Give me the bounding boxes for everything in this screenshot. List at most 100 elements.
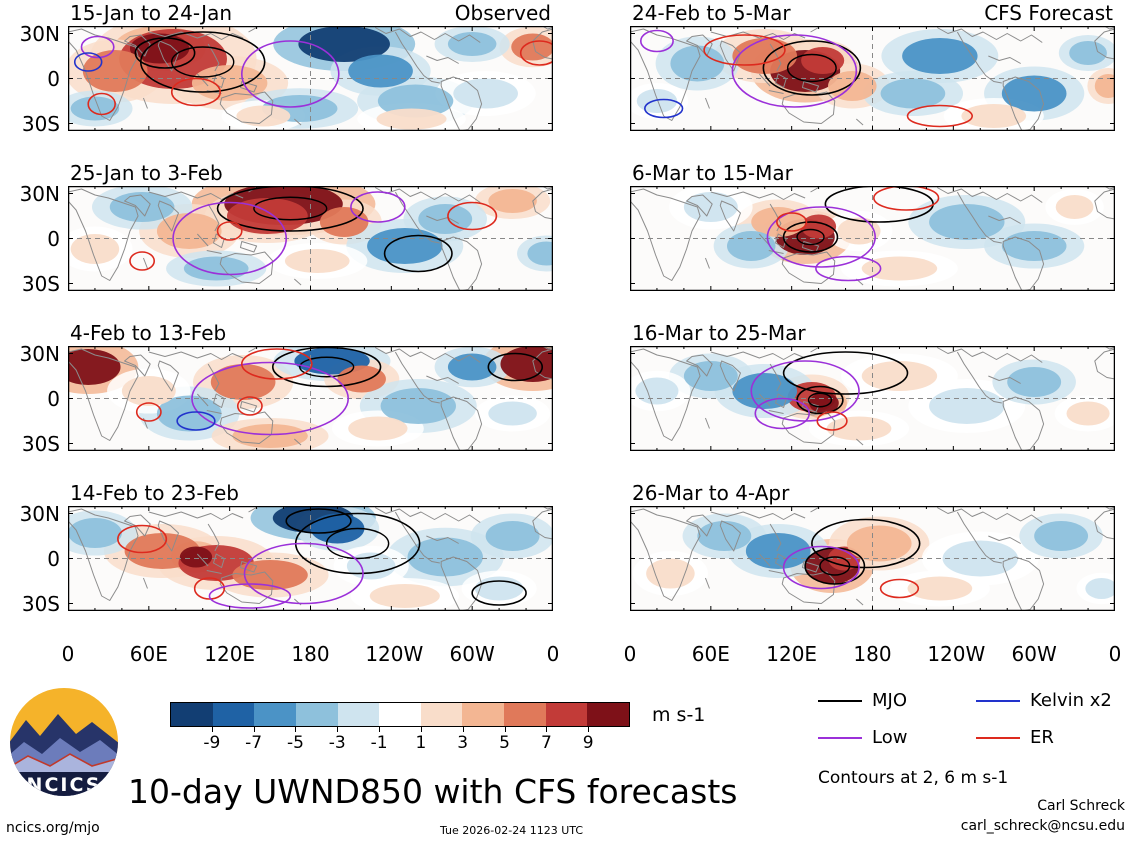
lon-tick-label: 120E bbox=[766, 642, 818, 666]
lat-tick-label: 0 bbox=[47, 66, 60, 91]
panel-date-range: 25-Jan to 3-Feb bbox=[70, 161, 223, 185]
lat-tick-label: 0 bbox=[47, 386, 60, 411]
lon-axis-labels: 0 60E 120E 180 120W 60W 0 bbox=[62, 640, 560, 674]
panel-title-row: 16-Mar to 25-Mar bbox=[630, 320, 1115, 346]
panel-title-row: 14-Feb to 23-Feb bbox=[68, 480, 553, 506]
colorbar-tick-label: 7 bbox=[540, 733, 552, 753]
contour-note: Contours at 2, 6 m s-1 bbox=[818, 768, 1009, 788]
colorbar-tick bbox=[546, 727, 548, 732]
map-panel: 4-Feb to 13-Feb 30N 0 30S bbox=[20, 320, 553, 456]
map-plot bbox=[630, 186, 1115, 291]
colorbar-tick-label: 5 bbox=[499, 733, 510, 753]
observed-column: 15-Jan to 24-Jan Observed 30N 0 30S 25-Jan to… bbox=[20, 0, 560, 674]
panel-title-row: 25-Jan to 3-Feb bbox=[68, 160, 553, 186]
colorbar-tick bbox=[588, 727, 590, 732]
map-plot bbox=[630, 26, 1115, 131]
lon-tick-label: 0 bbox=[61, 642, 75, 666]
legend-line-swatch bbox=[976, 699, 1020, 702]
map-panel: 25-Jan to 3-Feb 30N 0 30S bbox=[20, 160, 553, 296]
contour-legend: MJO Kelvin x2 Low ER bbox=[818, 690, 1126, 748]
lon-tick-label: 60E bbox=[691, 642, 730, 666]
lat-tick-label: 30S bbox=[21, 111, 60, 136]
colorbar-tick-label: 1 bbox=[415, 733, 427, 753]
lat-tick-label: 30N bbox=[19, 341, 60, 366]
colorbar-segments bbox=[170, 702, 630, 727]
colorbar-tick-label: -5 bbox=[286, 733, 304, 753]
lat-tick-label: 30S bbox=[21, 591, 60, 616]
legend-label: Low bbox=[872, 727, 908, 748]
colorbar-tick-label: -1 bbox=[370, 733, 388, 753]
colorbar-segment bbox=[295, 703, 338, 726]
lon-tick-label: 0 bbox=[1108, 642, 1122, 666]
ncics-logo: NCICS bbox=[10, 688, 118, 796]
colorbar-tick bbox=[211, 727, 213, 732]
lon-tick-label: 60W bbox=[1011, 642, 1057, 666]
lat-tick-label: 30N bbox=[19, 21, 60, 46]
lat-tick-label: 30S bbox=[21, 431, 60, 456]
panel-title-row: 4-Feb to 13-Feb bbox=[68, 320, 553, 346]
lat-tick-label: 0 bbox=[47, 546, 60, 571]
map-panel: 16-Mar to 25-Mar bbox=[630, 320, 1115, 451]
map-panel: 15-Jan to 24-Jan Observed 30N 0 30S bbox=[20, 0, 553, 136]
panel-column-header: Observed bbox=[454, 1, 551, 25]
colorbar-tick bbox=[379, 727, 381, 732]
colorbar-tick bbox=[504, 727, 506, 732]
panel-date-range: 26-Mar to 4-Apr bbox=[632, 481, 790, 505]
figure-title: 10-day UWND850 with CFS forecasts bbox=[128, 772, 738, 811]
logo-text: NCICS bbox=[27, 774, 102, 796]
colorbar-tick-label: -3 bbox=[328, 733, 346, 753]
panel-title-row: 15-Jan to 24-Jan Observed bbox=[68, 0, 553, 26]
legend-label: MJO bbox=[872, 690, 908, 711]
panel-title-row: 24-Feb to 5-Mar CFS Forecast bbox=[630, 0, 1115, 26]
logo-red-line bbox=[10, 753, 118, 769]
lon-tick-label: 0 bbox=[623, 642, 637, 666]
colorbar-segment bbox=[171, 703, 213, 726]
panel-date-range: 15-Jan to 24-Jan bbox=[70, 1, 233, 25]
colorbar-segment bbox=[462, 703, 505, 726]
lon-tick-label: 180 bbox=[291, 642, 330, 666]
map-panel: 14-Feb to 23-Feb 30N 0 30S bbox=[20, 480, 553, 616]
lat-tick-label: 30N bbox=[19, 181, 60, 206]
lon-tick-label: 0 bbox=[546, 642, 560, 666]
panel-date-range: 4-Feb to 13-Feb bbox=[70, 321, 227, 345]
panel-date-range: 6-Mar to 15-Mar bbox=[632, 161, 793, 185]
lon-axis-labels: 0 60E 120E 180 120W 60W 0 bbox=[624, 640, 1122, 674]
colorbar-tick-label: -7 bbox=[245, 733, 263, 753]
colorbar-tick bbox=[253, 727, 255, 732]
panel-date-range: 16-Mar to 25-Mar bbox=[632, 321, 806, 345]
footer-site-url: ncics.org/mjo bbox=[6, 820, 100, 836]
lat-tick-label: 30S bbox=[21, 271, 60, 296]
map-plot bbox=[630, 506, 1115, 611]
legend-line-swatch bbox=[818, 699, 862, 702]
panel-date-range: 24-Feb to 5-Mar bbox=[632, 1, 791, 25]
footer-author: Carl Schreck bbox=[1037, 798, 1125, 814]
colorbar-tick-label: -9 bbox=[203, 733, 221, 753]
map-plot bbox=[68, 506, 553, 611]
map-panel: 24-Feb to 5-Mar CFS Forecast bbox=[630, 0, 1115, 131]
map-panel: 6-Mar to 15-Mar bbox=[630, 160, 1115, 291]
legend-item: ER bbox=[976, 727, 1126, 748]
legend-label: Kelvin x2 bbox=[1030, 690, 1112, 711]
legend-item: Low bbox=[818, 727, 976, 748]
panel-date-range: 14-Feb to 23-Feb bbox=[70, 481, 239, 505]
footer-timestamp: Tue 2026-02-24 1123 UTC bbox=[440, 824, 584, 837]
colorbar-tick bbox=[462, 727, 464, 732]
colorbar-tick-label: 9 bbox=[582, 733, 594, 753]
panel-column-header: CFS Forecast bbox=[984, 1, 1113, 25]
lon-tick-label: 120E bbox=[204, 642, 256, 666]
legend-label: ER bbox=[1030, 727, 1054, 748]
map-panel: 26-Mar to 4-Apr bbox=[630, 480, 1115, 611]
colorbar-tick-label: 3 bbox=[457, 733, 469, 753]
forecast-column: 24-Feb to 5-Mar CFS Forecast 6-Mar to 15-M… bbox=[624, 0, 1122, 674]
legend-item: Kelvin x2 bbox=[976, 690, 1126, 711]
colorbar-segment bbox=[504, 703, 546, 726]
map-plot bbox=[68, 26, 553, 131]
lon-tick-label: 60W bbox=[449, 642, 495, 666]
panel-title-row: 26-Mar to 4-Apr bbox=[630, 480, 1115, 506]
colorbar: -9 -7 -5 -3 -1 1 3 5 7 9 bbox=[170, 702, 630, 762]
colorbar-segment bbox=[337, 703, 380, 726]
colorbar-segment bbox=[545, 703, 588, 726]
lon-tick-label: 120W bbox=[927, 642, 986, 666]
colorbar-segment bbox=[254, 703, 296, 726]
footer-email: carl_schreck@ncsu.edu bbox=[960, 818, 1125, 834]
